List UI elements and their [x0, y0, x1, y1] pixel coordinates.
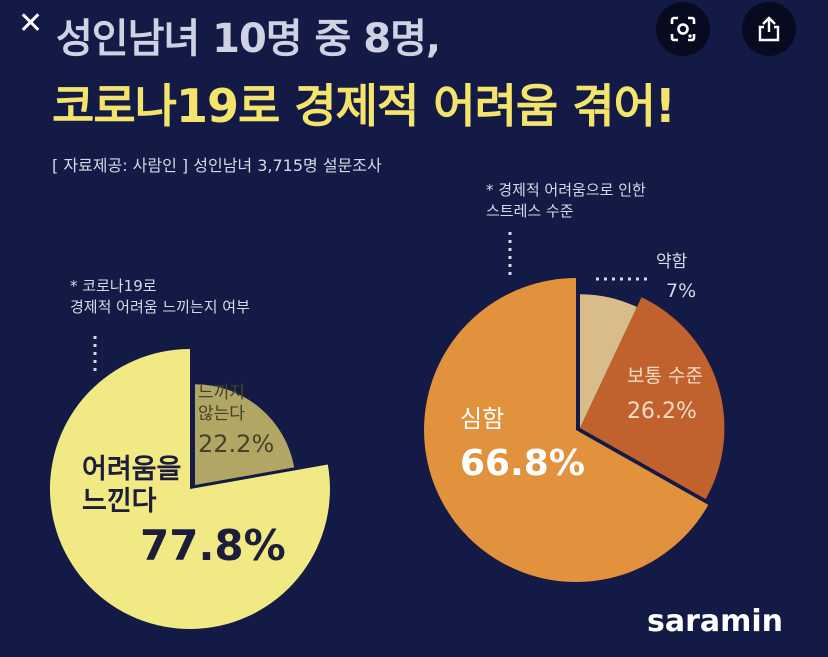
left-note-line2: 경제적 어려움 느끼는지 여부 — [70, 298, 250, 316]
left-pie-slice-felt — [49, 349, 330, 629]
left-major-value: 77.8% — [140, 521, 286, 570]
right-major-label: 심함 — [460, 405, 504, 433]
right-note-line2: 스트레스 수준 — [486, 202, 574, 220]
left-minor-value: 22.2% — [198, 430, 274, 458]
right-pie-slice-weak — [580, 294, 637, 428]
left-major-label-line1: 어려움을 — [82, 454, 181, 485]
right-pie-slice-moderate — [580, 297, 725, 500]
right-pie — [424, 232, 725, 583]
left-pie — [49, 336, 330, 629]
right-mid-label: 보통 수준 — [627, 365, 703, 387]
right-pie-slice-severe — [424, 278, 709, 583]
lens-button[interactable] — [656, 2, 710, 56]
left-minor-label-line1: 느끼지 — [198, 383, 245, 403]
right-weak-value: 7% — [666, 280, 696, 302]
saramin-logo: saramin — [647, 604, 784, 639]
right-mid-value: 26.2% — [627, 399, 697, 424]
right-note-line1: * 경제적 어려움으로 인한 — [486, 181, 646, 199]
right-weak-label: 약함 — [656, 252, 688, 272]
close-button[interactable]: ✕ — [18, 6, 44, 41]
left-note: * 코로나19로 경제적 어려움 느끼는지 여부 — [70, 276, 250, 318]
right-note: * 경제적 어려움으로 인한 스트레스 수준 — [486, 180, 646, 222]
title-line2: 코로나19로 경제적 어려움 겪어! — [52, 79, 676, 133]
source-caption: [ 자료제공: 사람인 ] 성인남녀 3,715명 설문조사 — [52, 156, 382, 175]
share-icon — [758, 16, 780, 42]
title-line1: 성인남녀 10명 중 8명, — [56, 16, 441, 62]
right-major-value: 66.8% — [460, 443, 585, 484]
left-pie-slice-not-felt — [195, 384, 295, 485]
share-button[interactable] — [742, 2, 796, 56]
lens-icon — [670, 16, 696, 42]
left-major-label-line2: 느낀다 — [82, 486, 157, 517]
left-note-line1: * 코로나19로 — [70, 277, 157, 295]
left-minor-label-line2: 않는다 — [198, 404, 245, 424]
